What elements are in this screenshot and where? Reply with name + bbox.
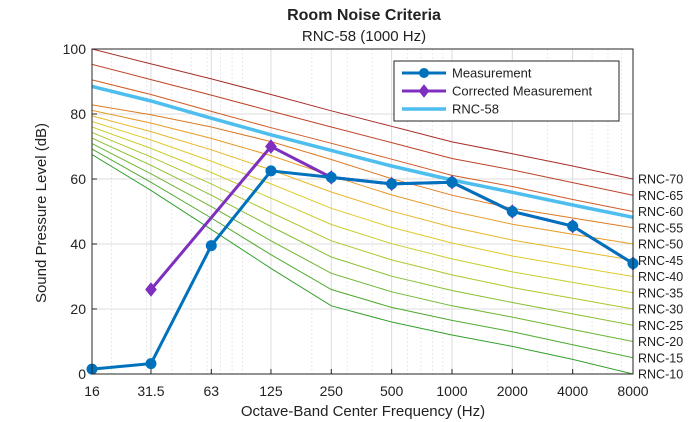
rnc-curve <box>92 143 633 342</box>
series-line-rnc58 <box>92 84 633 220</box>
x-tick-labels: 16 31.5 63 125 250 500 1000 2000 4000 8000 <box>84 369 649 399</box>
measurement-marker <box>265 165 277 177</box>
rnc-label: RNC-20 <box>638 335 683 349</box>
y-tick-label: 0 <box>78 366 86 382</box>
measurement-marker <box>145 358 157 370</box>
x-tick-label: 63 <box>204 383 220 399</box>
measurement-marker <box>205 240 217 252</box>
rnc-label: RNC-30 <box>638 303 683 317</box>
rnc-curve <box>92 121 633 277</box>
series-line-measurement <box>92 169 633 371</box>
rnc-labels: RNC-10 RNC-15 RNC-20 RNC-25 RNC-30 RNC-35 RNC-… <box>638 173 683 382</box>
measurement-marker <box>506 206 518 217</box>
y-axis-label: Sound Pressure Level (dB) <box>33 123 50 303</box>
rnc-curve <box>92 79 633 212</box>
rnc-label: RNC-35 <box>638 286 683 300</box>
rnc-label: RNC-10 <box>638 368 683 382</box>
rnc-label: RNC-55 <box>638 221 683 235</box>
rnc-curve <box>92 109 633 245</box>
rnc-label: RNC-70 <box>638 173 683 187</box>
measurement-marker <box>325 171 337 183</box>
y-tick-label: 20 <box>70 301 86 317</box>
rnc-curve <box>92 115 633 261</box>
y-tick-label: 40 <box>70 236 86 252</box>
y-tick-label: 60 <box>70 171 86 187</box>
chart-title: Room Noise Criteria <box>287 7 441 24</box>
measurement-marker <box>567 220 579 232</box>
rnc-curve <box>92 49 633 180</box>
rnc-curves <box>92 49 633 374</box>
legend-marker <box>419 68 429 78</box>
x-tick-label: 1000 <box>436 383 467 399</box>
legend-marker <box>418 84 430 98</box>
rnc-curve <box>92 154 633 374</box>
rnc-curve <box>92 132 633 310</box>
data-series <box>92 84 633 371</box>
rnc-curve <box>92 148 633 359</box>
legend-label: Corrected Measurement <box>452 84 593 99</box>
y-tick-labels: 0 20 40 60 80 100 <box>63 41 97 382</box>
x-tick-label: 250 <box>320 383 344 399</box>
corrected-marker <box>145 282 157 297</box>
rnc-label: RNC-65 <box>638 189 683 203</box>
rnc-curve <box>92 137 633 326</box>
legend-label: RNC-58 <box>452 102 499 117</box>
plot-frame <box>91 48 634 375</box>
x-tick-label: 31.5 <box>137 383 164 399</box>
x-axis-label: Octave-Band Center Frequency (Hz) <box>241 403 485 420</box>
rnc-label: RNC-15 <box>638 351 683 365</box>
x-tick-label: 16 <box>84 383 100 399</box>
legend-label: Measurement <box>452 66 532 81</box>
y-tick-label: 100 <box>63 41 87 57</box>
data-markers <box>86 139 639 375</box>
rnc-label: RNC-45 <box>638 254 683 268</box>
corrected-marker <box>265 139 277 154</box>
rnc-label: RNC-25 <box>638 319 683 333</box>
y-tick-label: 80 <box>70 106 86 122</box>
x-tick-label: 500 <box>380 383 404 399</box>
rnc-label: RNC-60 <box>638 205 683 219</box>
x-tick-label: 8000 <box>617 383 648 399</box>
x-tick-label: 125 <box>259 383 283 399</box>
rnc-curve <box>92 126 633 294</box>
chart-subtitle: RNC-58 (1000 Hz) <box>302 28 426 45</box>
rnc-label: RNC-40 <box>638 270 683 284</box>
legend: Measurement Corrected Measurement RNC-58 <box>393 60 620 122</box>
x-tick-label: 2000 <box>497 383 528 399</box>
rnc-label: RNC-50 <box>638 238 683 252</box>
x-tick-label: 4000 <box>557 383 588 399</box>
rnc-curve <box>92 63 633 196</box>
rnc-curve <box>92 104 633 229</box>
measurement-marker <box>446 176 458 188</box>
measurement-marker <box>386 178 398 190</box>
